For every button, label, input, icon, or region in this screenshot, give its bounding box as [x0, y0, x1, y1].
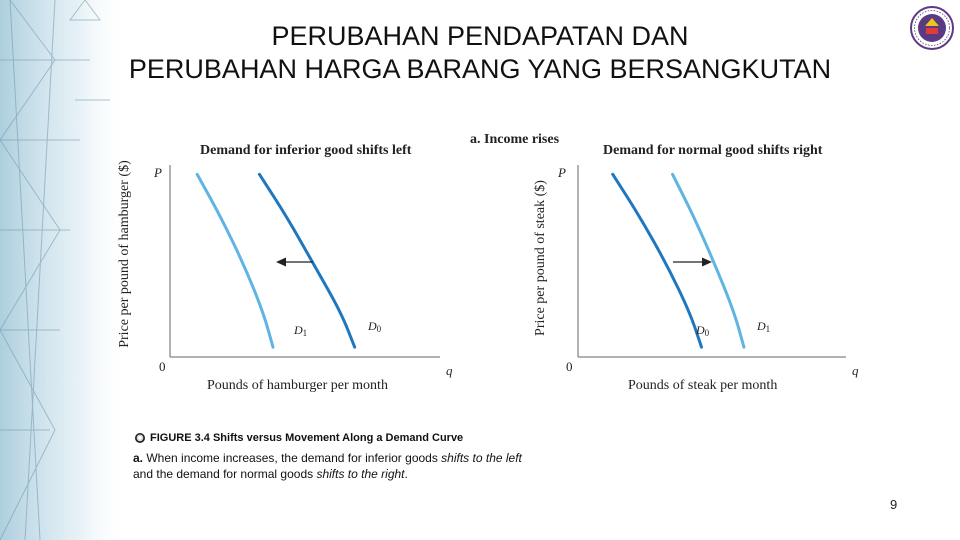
university-seal-logo	[910, 6, 954, 50]
chart-left-curve-d0	[257, 172, 357, 349]
chart-left-origin: 0	[159, 359, 166, 374]
chart-right-steak: Demand for normal good shifts right Pric…	[533, 143, 859, 393]
chart-left-label-d0: D0	[367, 319, 382, 334]
chart-left-label-d1: D1	[293, 323, 307, 338]
chart-left-ylabel: Price per pound of hamburger ($)	[117, 160, 132, 348]
chart-right-label-d0: D0	[695, 323, 710, 338]
shift-left-arrow-icon	[276, 257, 313, 267]
panel-label: a. Income rises	[470, 132, 560, 147]
chart-left-y-symbol: P	[153, 165, 162, 180]
caption-emph-1: shifts to the left	[441, 451, 522, 465]
caption-body: a. When income increases, the demand for…	[133, 450, 753, 482]
chart-left-curve-d1	[195, 172, 275, 349]
chart-left-title: Demand for inferior good shifts left	[200, 143, 412, 158]
chart-left-hamburger: Demand for inferior good shifts left Pri…	[117, 143, 453, 393]
chart-right-origin: 0	[566, 359, 573, 374]
chart-right-title: Demand for normal good shifts right	[603, 143, 823, 158]
chart-right-curve-d1	[671, 172, 746, 349]
figure-marker-icon: ◉	[135, 433, 145, 444]
chart-left-xlabel: Pounds of hamburger per month	[207, 378, 388, 393]
slide-title: PERUBAHAN PENDAPATAN DAN PERUBAHAN HARGA…	[0, 20, 960, 86]
chart-right-ylabel: Price per pound of steak ($)	[533, 180, 548, 336]
chart-left-x-symbol: q	[446, 363, 453, 378]
caption-text-3: .	[404, 467, 408, 481]
chart-right-y-symbol: P	[557, 165, 566, 180]
caption-emph-2: shifts to the right	[316, 467, 405, 481]
page-number: 9	[890, 497, 898, 512]
caption-heading: ◉ FIGURE 3.4 Shifts versus Movement Along…	[135, 432, 753, 444]
background-tower-image	[0, 0, 130, 540]
shift-right-arrow-icon	[673, 257, 712, 267]
caption-text-1: When income increases, the demand for in…	[143, 451, 442, 465]
figure-caption: ◉ FIGURE 3.4 Shifts versus Movement Along…	[133, 432, 753, 482]
chart-right-x-symbol: q	[852, 363, 859, 378]
chart-right-curve-d0	[611, 172, 703, 349]
caption-part-label: a.	[133, 451, 144, 465]
title-line-2: PERUBAHAN HARGA BARANG YANG BERSANGKUTAN	[128, 54, 832, 84]
figure-label: FIGURE 3.4	[150, 432, 210, 444]
chart-right-label-d1: D1	[756, 319, 770, 334]
title-line-1: PERUBAHAN PENDAPATAN DAN	[271, 21, 689, 51]
figure-title: Shifts versus Movement Along a Demand Cu…	[212, 432, 464, 444]
caption-text-2: and the demand for normal goods	[133, 467, 317, 481]
chart-right-xlabel: Pounds of steak per month	[628, 378, 777, 393]
